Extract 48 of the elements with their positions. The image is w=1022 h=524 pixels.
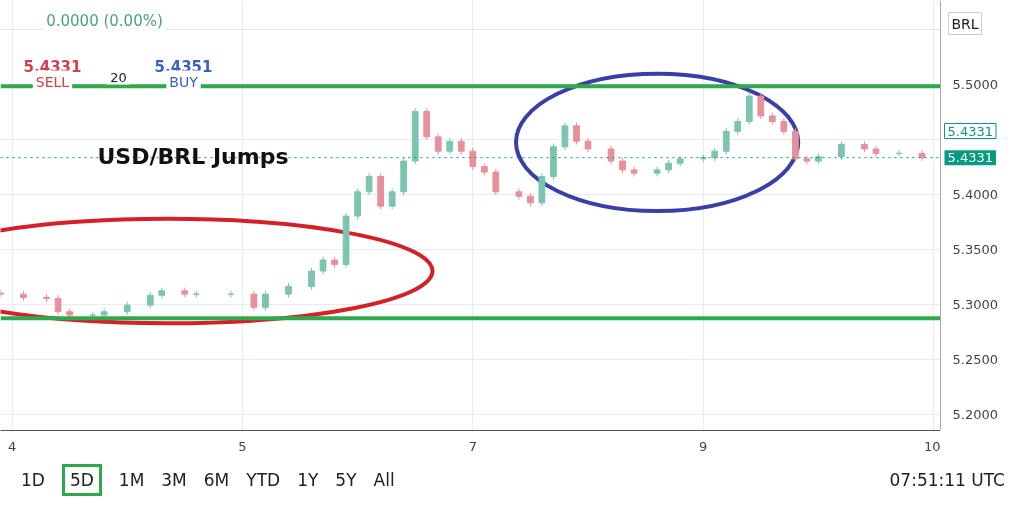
candlestick — [388, 188, 396, 210]
candlestick — [308, 267, 315, 291]
candlestick — [469, 147, 477, 171]
y-tick-label: 5.3000 — [952, 296, 998, 312]
candlestick — [492, 168, 500, 196]
text: 07:51:11 UTC — [889, 469, 1005, 492]
candlestick — [54, 294, 62, 316]
y-tick-label: 5.3500 — [952, 241, 998, 257]
candlestick — [722, 127, 730, 155]
y-tick-label: 5.2000 — [952, 406, 998, 422]
text: USD/BRL Jumps — [97, 143, 289, 169]
candlestick — [250, 290, 258, 312]
text: 5Y — [335, 470, 357, 490]
candlestick — [872, 145, 880, 158]
y-tick-label: 5.4000 — [952, 186, 998, 202]
annotation: BUY — [169, 73, 199, 90]
ref-line-label: 5.4331 — [947, 150, 993, 166]
text: 5.4331 — [947, 123, 993, 139]
candlestick — [227, 290, 235, 298]
candlestick — [434, 133, 442, 155]
candlestick — [262, 290, 269, 312]
annotation: 20 — [110, 69, 127, 85]
text: YTD — [246, 470, 281, 490]
candlestick — [561, 122, 569, 151]
text: 1Y — [297, 470, 319, 490]
text: 5D — [61, 464, 102, 496]
candlestick — [515, 188, 523, 201]
annotation: SELL — [35, 73, 70, 90]
x-tick-label: 9 — [699, 438, 708, 454]
text: 1M — [118, 470, 145, 490]
text: BRL — [951, 15, 979, 32]
candlestick — [757, 92, 765, 120]
candlestick — [573, 122, 580, 146]
candlestick — [607, 145, 615, 165]
x-tick-label: 5 — [238, 438, 247, 454]
x-tick-label: 10 — [923, 438, 941, 454]
text: 6M — [203, 470, 230, 490]
text: 3M — [161, 470, 187, 490]
annotation: 0.0000 (0.00%) — [46, 11, 163, 30]
candlestick — [365, 172, 373, 196]
text: 1D — [21, 470, 45, 490]
y-tick-label: 5.5000 — [952, 76, 998, 92]
candlestick — [838, 140, 845, 161]
x-tick-label: 7 — [468, 438, 477, 454]
text: All — [373, 470, 395, 490]
x-tick-label: 4 — [7, 438, 17, 454]
y-tick-label: 5.2500 — [952, 351, 998, 367]
candlestick — [918, 149, 926, 162]
